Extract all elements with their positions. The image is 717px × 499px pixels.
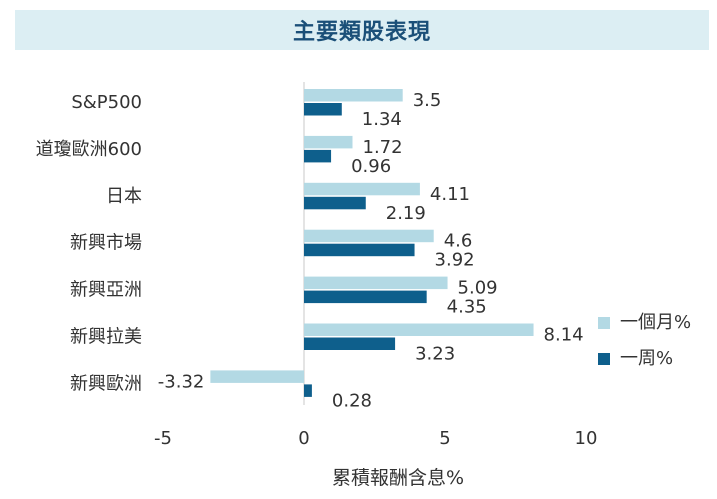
x-tick-label: -5 — [154, 428, 172, 449]
x-tick-label: 0 — [298, 428, 309, 449]
bar-one-week — [304, 196, 366, 210]
value-label-one-week: 2.19 — [386, 203, 426, 224]
value-label-one-month: 1.72 — [363, 137, 403, 158]
value-label-one-week: 0.28 — [332, 390, 372, 411]
bar-one-week — [304, 103, 342, 116]
bar-one-week — [304, 243, 415, 257]
legend-label-one-month: 一個月% — [620, 312, 691, 333]
value-label-one-week: 3.92 — [435, 250, 475, 271]
value-label-one-week: 0.96 — [351, 156, 391, 177]
value-label-one-week: 3.23 — [415, 344, 455, 365]
category-label: 新興市場 — [70, 233, 142, 254]
value-label-one-month: 4.6 — [444, 231, 473, 252]
x-tick-label: 5 — [439, 428, 450, 449]
category-label: 新興歐洲 — [70, 373, 142, 394]
bar-one-week — [304, 290, 427, 304]
bar-one-week — [304, 384, 312, 397]
chart-title-bar: 主要類股表現 — [15, 10, 709, 50]
bar-one-month — [304, 276, 448, 290]
value-label-one-month: 5.09 — [458, 278, 498, 299]
category-label: 新興亞洲 — [70, 280, 142, 301]
bar-one-month — [304, 135, 353, 149]
value-label-one-month: 4.11 — [430, 184, 470, 205]
bar-one-month — [304, 229, 434, 243]
value-label-one-month: -3.32 — [158, 371, 205, 392]
value-label-one-month: 3.5 — [413, 90, 442, 111]
bar-one-month — [210, 370, 304, 383]
category-label: 日本 — [106, 186, 142, 207]
bar-one-month — [304, 89, 403, 102]
category-label: 新興拉美 — [70, 327, 142, 348]
bar-one-month — [304, 323, 534, 336]
value-label-one-week: 1.34 — [362, 109, 402, 130]
legend-swatch-one-week — [598, 353, 610, 365]
bar-one-month — [304, 182, 420, 196]
x-tick-label: 10 — [575, 428, 598, 449]
legend-label-one-week: 一周% — [620, 348, 673, 369]
bar-one-week — [304, 149, 332, 163]
category-label: 道瓊歐洲600 — [36, 139, 142, 160]
category-label: S&P500 — [71, 92, 142, 113]
x-axis-label: 累積報酬含息% — [332, 467, 464, 489]
chart-title: 主要類股表現 — [292, 20, 431, 45]
bar-one-week — [304, 337, 396, 350]
value-label-one-week: 4.35 — [447, 297, 487, 318]
legend-swatch-one-month — [598, 317, 610, 329]
value-label-one-month: 8.14 — [544, 325, 584, 346]
